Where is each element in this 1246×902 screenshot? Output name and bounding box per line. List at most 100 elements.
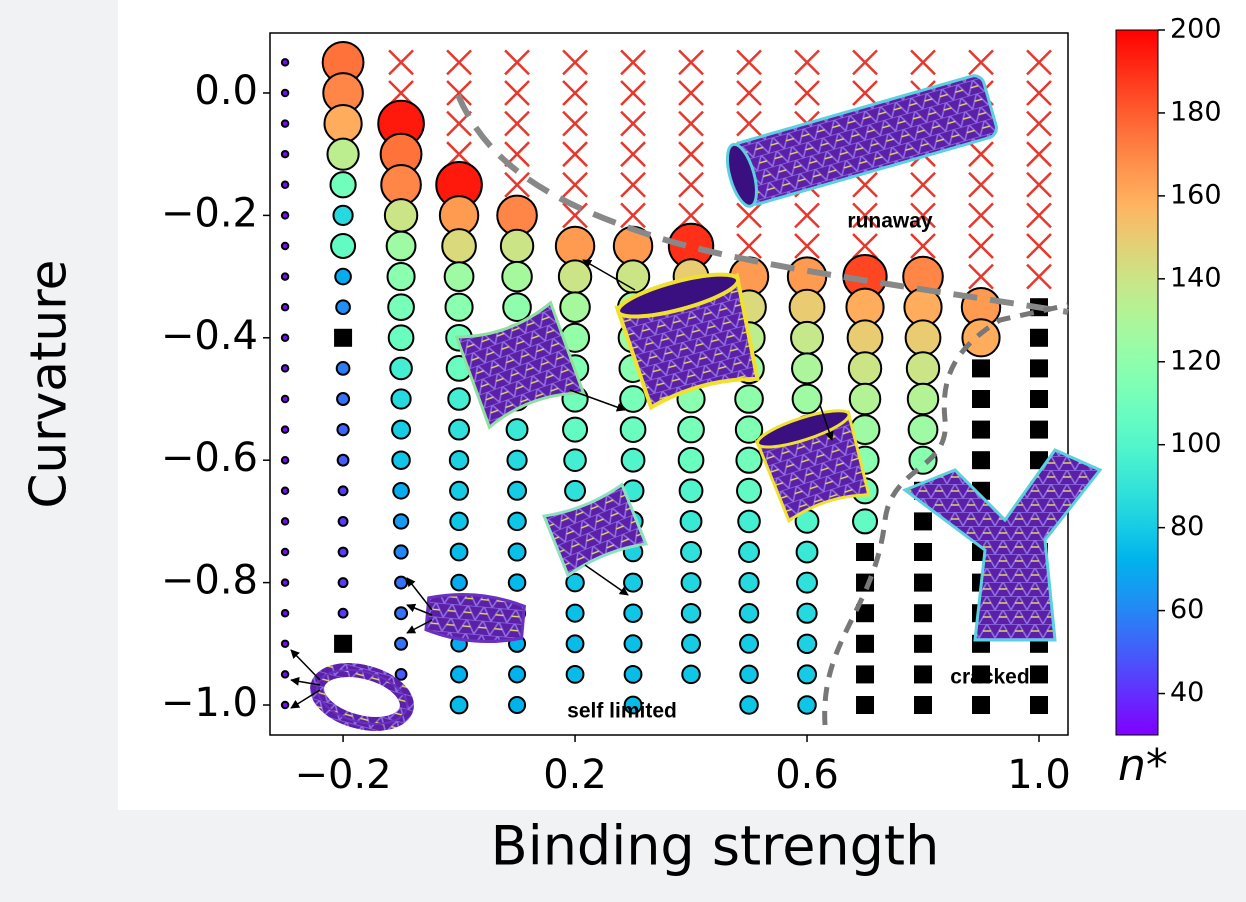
runaway-cross xyxy=(736,49,762,76)
size-point xyxy=(506,449,528,471)
size-point xyxy=(961,318,1001,358)
size-point xyxy=(280,180,290,190)
size-point xyxy=(739,664,759,685)
decorations xyxy=(290,74,1103,731)
size-point xyxy=(565,634,585,654)
size-point xyxy=(846,319,884,357)
runaway-cross xyxy=(968,171,994,198)
tube-runaway xyxy=(725,74,998,208)
cracked-square xyxy=(334,328,353,347)
size-point xyxy=(737,509,761,534)
size-point xyxy=(680,572,702,594)
y-tick-label: 0.0 xyxy=(194,68,258,114)
runaway-cross xyxy=(794,202,820,229)
size-point xyxy=(738,602,760,624)
size-point xyxy=(678,478,704,504)
colorbar xyxy=(1115,29,1159,736)
size-point xyxy=(680,602,702,624)
size-point xyxy=(335,361,351,376)
size-point xyxy=(735,446,763,474)
cracked-boundary xyxy=(822,302,1069,726)
runaway-boundary xyxy=(455,93,1069,315)
size-point xyxy=(280,670,290,679)
size-point xyxy=(623,665,643,684)
size-point xyxy=(337,515,349,527)
runaway-cross xyxy=(1026,202,1052,229)
size-point xyxy=(557,259,593,294)
runaway-cross xyxy=(1026,263,1052,290)
colorbar-tick-label: 140 xyxy=(1170,262,1222,293)
cracked-square xyxy=(914,512,933,531)
size-point xyxy=(387,293,415,322)
runaway-cross xyxy=(678,80,704,106)
size-point xyxy=(904,319,942,357)
y-axis-label: Curvature xyxy=(20,260,78,509)
colorbar-tick-label: 80 xyxy=(1170,511,1204,542)
size-point xyxy=(280,517,290,526)
size-point xyxy=(447,387,471,411)
size-point xyxy=(392,513,410,530)
size-point xyxy=(280,302,290,312)
runaway-cross xyxy=(794,233,820,259)
size-point xyxy=(619,416,647,443)
size-point xyxy=(444,292,474,322)
size-point xyxy=(848,382,882,416)
runaway-cross xyxy=(968,141,994,168)
region-annotation: self limited xyxy=(567,700,677,723)
runaway-cross xyxy=(736,233,762,259)
size-point xyxy=(507,511,527,532)
size-point xyxy=(326,137,360,171)
runaway-cross xyxy=(620,202,646,229)
size-point xyxy=(734,415,764,444)
size-point xyxy=(450,665,469,684)
cracked-square xyxy=(1030,328,1049,347)
runaway-cross xyxy=(852,202,878,229)
runaway-cross xyxy=(678,141,704,168)
size-point xyxy=(736,477,763,504)
size-point xyxy=(738,541,760,563)
runaway-cross xyxy=(562,141,588,168)
size-point xyxy=(680,541,702,563)
runaway-cross xyxy=(504,110,530,137)
size-point xyxy=(905,351,941,386)
size-point xyxy=(679,509,703,533)
size-point xyxy=(499,228,535,264)
runaway-cross xyxy=(446,141,472,168)
cracked-square xyxy=(914,696,933,715)
size-point xyxy=(280,364,290,373)
size-point xyxy=(907,414,939,445)
size-point xyxy=(394,668,408,681)
tube-3 xyxy=(754,409,871,524)
size-point xyxy=(332,204,354,226)
size-point xyxy=(508,695,527,715)
size-point xyxy=(796,571,818,594)
x-axis-label: Binding strength xyxy=(491,815,940,878)
runaway-cross xyxy=(910,49,936,76)
size-point xyxy=(280,578,290,587)
size-point xyxy=(623,572,644,593)
size-point xyxy=(847,351,883,386)
size-point xyxy=(334,267,352,286)
size-point xyxy=(280,241,290,251)
cracked-square xyxy=(1030,665,1049,684)
cracked-square xyxy=(334,634,353,653)
cracked-square xyxy=(856,604,875,623)
runaway-cross xyxy=(736,80,762,106)
cracked-square xyxy=(914,665,933,684)
size-point xyxy=(449,511,469,532)
size-point xyxy=(501,260,533,293)
size-point xyxy=(790,320,824,355)
runaway-cross xyxy=(1026,49,1052,76)
cracked-square xyxy=(972,665,991,684)
size-point xyxy=(505,418,529,442)
size-point xyxy=(619,385,647,413)
size-point xyxy=(383,198,419,233)
size-point xyxy=(565,572,585,593)
cracked-square xyxy=(972,451,991,470)
size-point xyxy=(677,446,705,474)
size-point xyxy=(507,573,527,592)
runaway-cross xyxy=(504,49,530,76)
size-point xyxy=(280,425,290,434)
runaway-cross xyxy=(388,80,414,106)
